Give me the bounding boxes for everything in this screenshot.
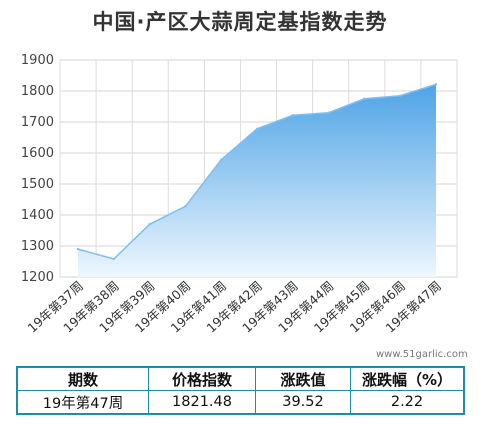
data-point — [363, 97, 366, 100]
data-point — [76, 247, 80, 251]
data-point — [434, 83, 438, 86]
cell-period: 19年第47周 — [16, 390, 149, 415]
data-point — [291, 113, 294, 117]
y-tick-label: 1500 — [21, 177, 54, 192]
data-point — [220, 158, 223, 162]
y-tick-label: 1200 — [21, 270, 54, 285]
data-point — [148, 223, 151, 226]
chart-title: 中国·产区大蒜周定基指数走势 — [92, 10, 388, 34]
cell-price-index: 1821.48 — [148, 390, 256, 415]
data-point — [255, 127, 259, 131]
watermark: www.51garlic.com — [376, 349, 468, 360]
table-header-row: 期数 价格指数 涨跌值 涨跌幅（%） — [16, 366, 465, 391]
header-price-index: 价格指数 — [148, 366, 256, 391]
data-point — [327, 111, 330, 114]
y-tick-label: 1600 — [21, 146, 54, 161]
header-change-value: 涨跌值 — [255, 366, 351, 391]
y-tick-label: 1900 — [21, 53, 54, 68]
data-point — [112, 257, 116, 261]
data-point — [184, 205, 187, 208]
index-table: 期数 价格指数 涨跌值 涨跌幅（%） 19年第47周 1821.48 39.52… — [16, 366, 465, 415]
y-tick-label: 1800 — [21, 84, 54, 99]
area-chart: 1200130014001500160017001800190019年第37周1… — [21, 53, 458, 336]
cell-change-percent: 2.22 — [350, 390, 465, 415]
y-tick-label: 1700 — [21, 115, 54, 130]
data-point — [399, 94, 402, 97]
table-row: 19年第47周 1821.48 39.52 2.22 — [16, 390, 465, 415]
y-tick-label: 1300 — [21, 239, 54, 254]
cell-change-value: 39.52 — [255, 390, 351, 415]
y-tick-label: 1400 — [21, 208, 54, 223]
header-period: 期数 — [16, 366, 149, 391]
series-area — [78, 84, 436, 277]
header-change-percent: 涨跌幅（%） — [350, 366, 465, 391]
